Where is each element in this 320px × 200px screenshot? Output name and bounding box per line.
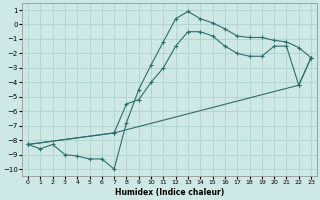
X-axis label: Humidex (Indice chaleur): Humidex (Indice chaleur): [115, 188, 224, 197]
